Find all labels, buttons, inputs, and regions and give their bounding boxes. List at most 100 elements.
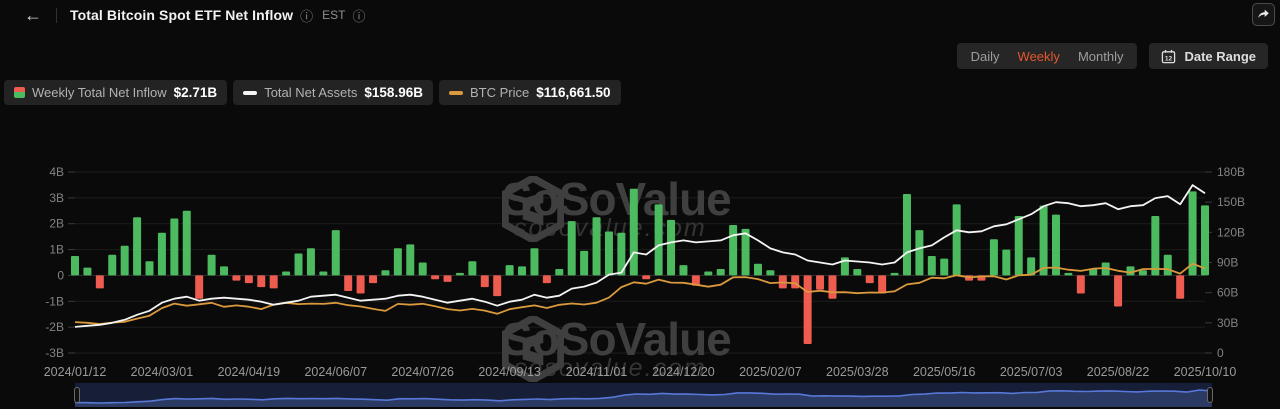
inflow-bar <box>555 268 564 276</box>
legend-total-net-assets[interactable]: Total Net Assets $158.96B <box>233 80 433 105</box>
inflow-bar <box>1163 254 1172 276</box>
inflow-bar <box>108 254 117 276</box>
inflow-bar <box>356 275 365 294</box>
navigator-handle-left[interactable] <box>74 387 80 403</box>
inflow-bar <box>319 271 328 276</box>
legend-value: $158.96B <box>364 85 423 100</box>
x-axis-date-label: 2025/08/22 <box>1087 365 1150 379</box>
inflow-bar <box>418 262 427 276</box>
inflow-bar <box>902 193 911 276</box>
legend-label: Weekly Total Net Inflow <box>32 85 167 100</box>
left-axis-tick-label: 1B <box>49 243 64 257</box>
x-axis-date-label: 2024/12/20 <box>652 365 715 379</box>
inflow-bar <box>257 275 266 288</box>
inflow-bar <box>1151 215 1160 276</box>
inflow-bar <box>704 271 713 276</box>
inflow-bar <box>195 275 204 299</box>
inflow-bar <box>182 210 191 276</box>
right-axis-tick-label: 0 <box>1217 346 1224 360</box>
inflow-bar <box>306 248 315 276</box>
x-axis-date-label: 2024/03/01 <box>131 365 194 379</box>
right-axis-tick-label: 60B <box>1217 286 1238 300</box>
tab-monthly[interactable]: Monthly <box>1077 48 1124 64</box>
navigator-handle-right[interactable] <box>1207 387 1213 403</box>
inflow-bar <box>753 263 762 276</box>
svg-text:12: 12 <box>1165 55 1173 62</box>
inflow-bar <box>518 266 527 276</box>
legend-row: Weekly Total Net Inflow $2.71B Total Net… <box>4 80 621 105</box>
inflow-bar <box>381 270 390 276</box>
inflow-bar <box>828 275 837 299</box>
x-axis-date-label: 2025/03/28 <box>826 365 889 379</box>
calendar-icon: 12 <box>1162 49 1176 63</box>
inflow-bar <box>952 204 961 276</box>
chart-canvas[interactable]: 2024/01/12 2024/03/01 2024/04/19 2024/06/07… <box>0 110 1280 382</box>
right-axis-tick-label: 180B <box>1217 165 1245 179</box>
inflow-bar <box>617 232 626 276</box>
inflow-bars-group <box>71 188 1209 344</box>
inflow-bar <box>927 256 936 276</box>
left-axis-tick-label: 2B <box>49 217 64 231</box>
left-axis-tick-label: -2B <box>45 320 64 334</box>
left-axis-tick-label: -3B <box>45 346 64 360</box>
legend-value: $2.71B <box>173 85 218 100</box>
inflow-bar <box>915 230 924 276</box>
timezone-info-icon[interactable]: ⓘ <box>352 8 366 24</box>
inflow-bar <box>1039 205 1048 276</box>
header-bar: ← Total Bitcoin Spot ETF Net Inflow ⓘ ES… <box>0 0 1280 30</box>
inflow-bar <box>1027 257 1036 276</box>
inflow-bar <box>71 256 79 276</box>
inflow-bar <box>629 188 638 276</box>
inflow-bar-swatch-icon <box>14 87 25 98</box>
x-axis-date-label: 2024/09/13 <box>478 365 541 379</box>
inflow-bar <box>95 275 104 289</box>
share-button[interactable] <box>1252 3 1275 26</box>
inflow-bar <box>269 275 278 289</box>
main-chart-area[interactable]: 4B 3B 2B 1B 0 -1B -2B -3B 180B 150B 120B 90B 60B 30B 0… <box>0 110 1280 382</box>
inflow-bar <box>344 275 353 291</box>
back-arrow-icon[interactable]: ← <box>24 5 42 25</box>
tab-weekly[interactable]: Weekly <box>1017 48 1060 64</box>
navigator-line <box>75 389 1212 404</box>
left-axis-tick-label: 4B <box>49 165 64 179</box>
navigator-band[interactable] <box>74 383 1213 407</box>
inflow-bar <box>1051 214 1060 276</box>
inflow-bar <box>1188 191 1197 276</box>
inflow-bar <box>679 265 688 276</box>
inflow-bar <box>530 248 539 276</box>
inflow-bar <box>716 268 725 276</box>
inflow-bar <box>83 267 92 276</box>
inflow-bar <box>816 275 825 290</box>
inflow-bar <box>654 204 663 276</box>
x-axis-date-label: 2024/07/26 <box>391 365 454 379</box>
inflow-bar <box>443 275 452 282</box>
chart-controls: Daily Weekly Monthly 12 Date Range <box>956 43 1268 69</box>
timezone-label: EST <box>322 8 346 22</box>
title-info-icon[interactable]: ⓘ <box>300 8 314 24</box>
date-range-button[interactable]: 12 Date Range <box>1149 43 1268 69</box>
share-icon <box>1258 9 1269 19</box>
inflow-bar <box>468 261 477 276</box>
inflow-bar <box>505 265 514 276</box>
inflow-bar <box>567 221 576 276</box>
range-navigator[interactable] <box>0 383 1280 407</box>
legend-label: BTC Price <box>469 85 530 100</box>
inflow-bar <box>393 248 402 276</box>
x-axis-date-label: 2024/11/01 <box>566 365 628 379</box>
left-axis-tick-label: -1B <box>45 294 64 308</box>
net-assets-line <box>74 184 1206 328</box>
inflow-bar <box>455 272 464 276</box>
left-axis-tick-label: 3B <box>49 191 64 205</box>
inflow-bar <box>741 228 750 276</box>
legend-weekly-net-inflow[interactable]: Weekly Total Net Inflow $2.71B <box>4 80 228 105</box>
inflow-bar <box>667 219 676 276</box>
right-axis-tick-label: 30B <box>1217 316 1238 330</box>
inflow-bar <box>431 275 440 280</box>
inflow-bar <box>853 268 862 276</box>
header-divider <box>56 7 57 23</box>
inflow-bar <box>1014 215 1023 276</box>
inflow-bar <box>642 275 651 280</box>
tab-daily[interactable]: Daily <box>970 48 1000 64</box>
legend-btc-price[interactable]: BTC Price $116,661.50 <box>438 80 621 105</box>
